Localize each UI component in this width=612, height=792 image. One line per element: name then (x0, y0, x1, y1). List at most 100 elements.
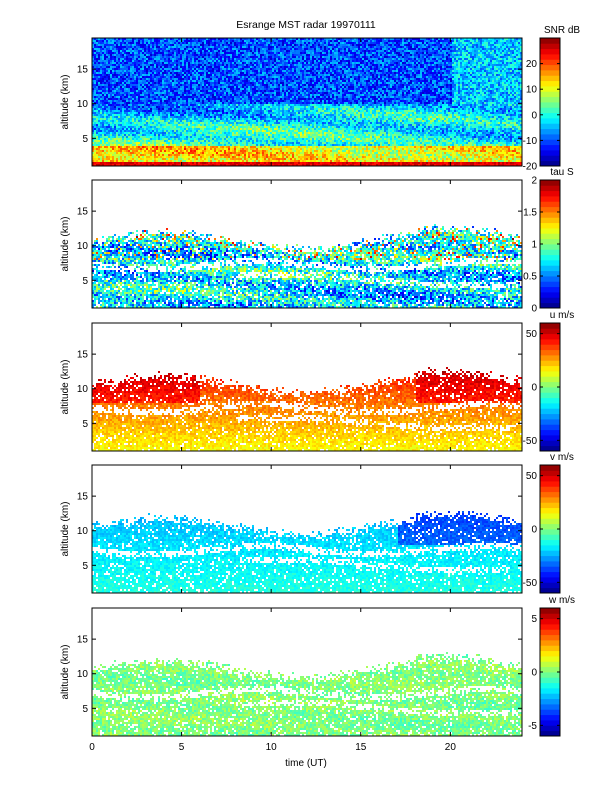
plot-frame (91, 179, 523, 309)
heatmap-1 (92, 38, 522, 166)
colorbar-step (540, 381, 560, 388)
x-tick-label: 20 (445, 742, 457, 753)
y-axis-label: altitude (km) (60, 74, 71, 129)
colorbar-step (540, 80, 560, 87)
colorbar-step (540, 413, 560, 420)
colorbar-step (540, 233, 560, 240)
colorbar-3: -50 0 50 u m/s (523, 310, 574, 452)
colorbar-step (540, 48, 560, 55)
colorbar-step (540, 545, 560, 551)
colorbar-step (540, 228, 560, 234)
colorbar-step (540, 704, 560, 710)
colorbar-step (540, 502, 560, 509)
colorbar-step (540, 392, 560, 399)
heatmap-3 (92, 323, 522, 451)
colorbar-step (540, 254, 560, 261)
colorbar-step (540, 96, 560, 103)
y-tick-label: 15 (77, 207, 89, 218)
colorbar-step (540, 730, 560, 737)
panel-3: 5 10 15 altitude (km) -50 0 50 u m/s (60, 310, 574, 452)
colorbar-step (540, 682, 560, 689)
colorbar-tick-label: 20 (526, 59, 538, 70)
colorbar-step (540, 70, 560, 76)
colorbar-label: SNR dB (544, 25, 580, 36)
colorbar-step (540, 54, 560, 60)
heatmap-2 (92, 180, 522, 308)
colorbar-step (540, 150, 560, 156)
y-tick-label: 10 (77, 526, 89, 537)
colorbar-step (540, 650, 560, 657)
colorbar-step (540, 666, 560, 673)
colorbar-step (540, 725, 560, 732)
heatmap-5 (92, 608, 522, 736)
colorbar-step (540, 155, 560, 162)
x-tick-label: 0 (89, 742, 95, 753)
colorbar-step (540, 672, 560, 678)
y-tick-label: 5 (82, 134, 88, 145)
colorbar-step (540, 86, 560, 92)
colorbar-step (540, 118, 560, 124)
colorbar-step (540, 429, 560, 436)
plot-frame (91, 322, 523, 452)
colorbar-tick-label: 0 (531, 110, 537, 121)
colorbar-step (540, 523, 560, 530)
colorbar-tick-label: -50 (523, 436, 538, 447)
plot-frame (91, 607, 523, 737)
colorbar-2: 0 0.5 1 1.5 2 tau S (523, 167, 574, 315)
colorbar-step (540, 43, 560, 50)
colorbar-step (540, 292, 560, 298)
y-axis-label: altitude (km) (60, 644, 71, 699)
colorbar-step (540, 397, 560, 404)
colorbar-step (540, 349, 560, 356)
panel-4: 5 10 15 altitude (km) -50 0 50 v m/s (60, 452, 574, 594)
colorbar-step (540, 587, 560, 594)
colorbar-tick-label: 10 (526, 85, 538, 96)
colorbar-step (540, 720, 560, 726)
heatmap-4 (92, 465, 522, 593)
y-tick-label: 10 (77, 384, 89, 395)
y-tick-label: 5 (82, 704, 88, 715)
colorbar-step (540, 640, 560, 646)
colorbar-step (540, 577, 560, 583)
colorbar-step (540, 59, 560, 66)
colorbar-tick-label: 5 (531, 614, 537, 625)
colorbar-step (540, 185, 560, 192)
colorbar-tick-label: 1 (531, 240, 537, 251)
colorbar-step (540, 360, 560, 367)
x-tick-label: 15 (355, 742, 367, 753)
colorbar-step (540, 645, 560, 652)
y-tick-label: 15 (77, 492, 89, 503)
colorbar-step (540, 529, 560, 535)
panel-5: 5 10 15 0 5 10 15 20 altitude (km) -5 0 5 w m/s (60, 595, 575, 753)
colorbar-step (540, 144, 560, 151)
y-axis-label: altitude (km) (60, 501, 71, 556)
colorbar-step (540, 201, 560, 208)
colorbar-step (540, 134, 560, 140)
colorbar-tick-label: 50 (526, 471, 538, 482)
colorbar-step (540, 491, 560, 498)
colorbar-tick-label: 0 (531, 304, 537, 315)
panel-1: 5 10 15 altitude (km) -20 -10 0 10 20 SNR dB (60, 25, 580, 173)
colorbar-step (540, 677, 560, 684)
colorbar-step (540, 656, 560, 662)
colorbar-step (540, 634, 560, 641)
chart-title: Esrange MST radar 19970111 (236, 19, 376, 31)
colorbar-step (540, 102, 560, 108)
colorbar-step (540, 566, 560, 573)
colorbar-step (540, 629, 560, 636)
colorbar-tick-label: 0.5 (523, 272, 537, 283)
colorbar-step (540, 440, 560, 447)
colorbar-step (540, 38, 560, 44)
colorbar-tick-label: 2 (531, 176, 537, 187)
colorbar-step (540, 486, 560, 493)
colorbar-step (540, 481, 560, 487)
colorbar-step (540, 297, 560, 304)
y-tick-label: 15 (77, 635, 89, 646)
colorbar-step (540, 513, 560, 519)
colorbar-step (540, 64, 560, 71)
colorbar-step (540, 196, 560, 202)
colorbar-step (540, 435, 560, 441)
colorbar-step (540, 371, 560, 377)
colorbar-step (540, 286, 560, 293)
